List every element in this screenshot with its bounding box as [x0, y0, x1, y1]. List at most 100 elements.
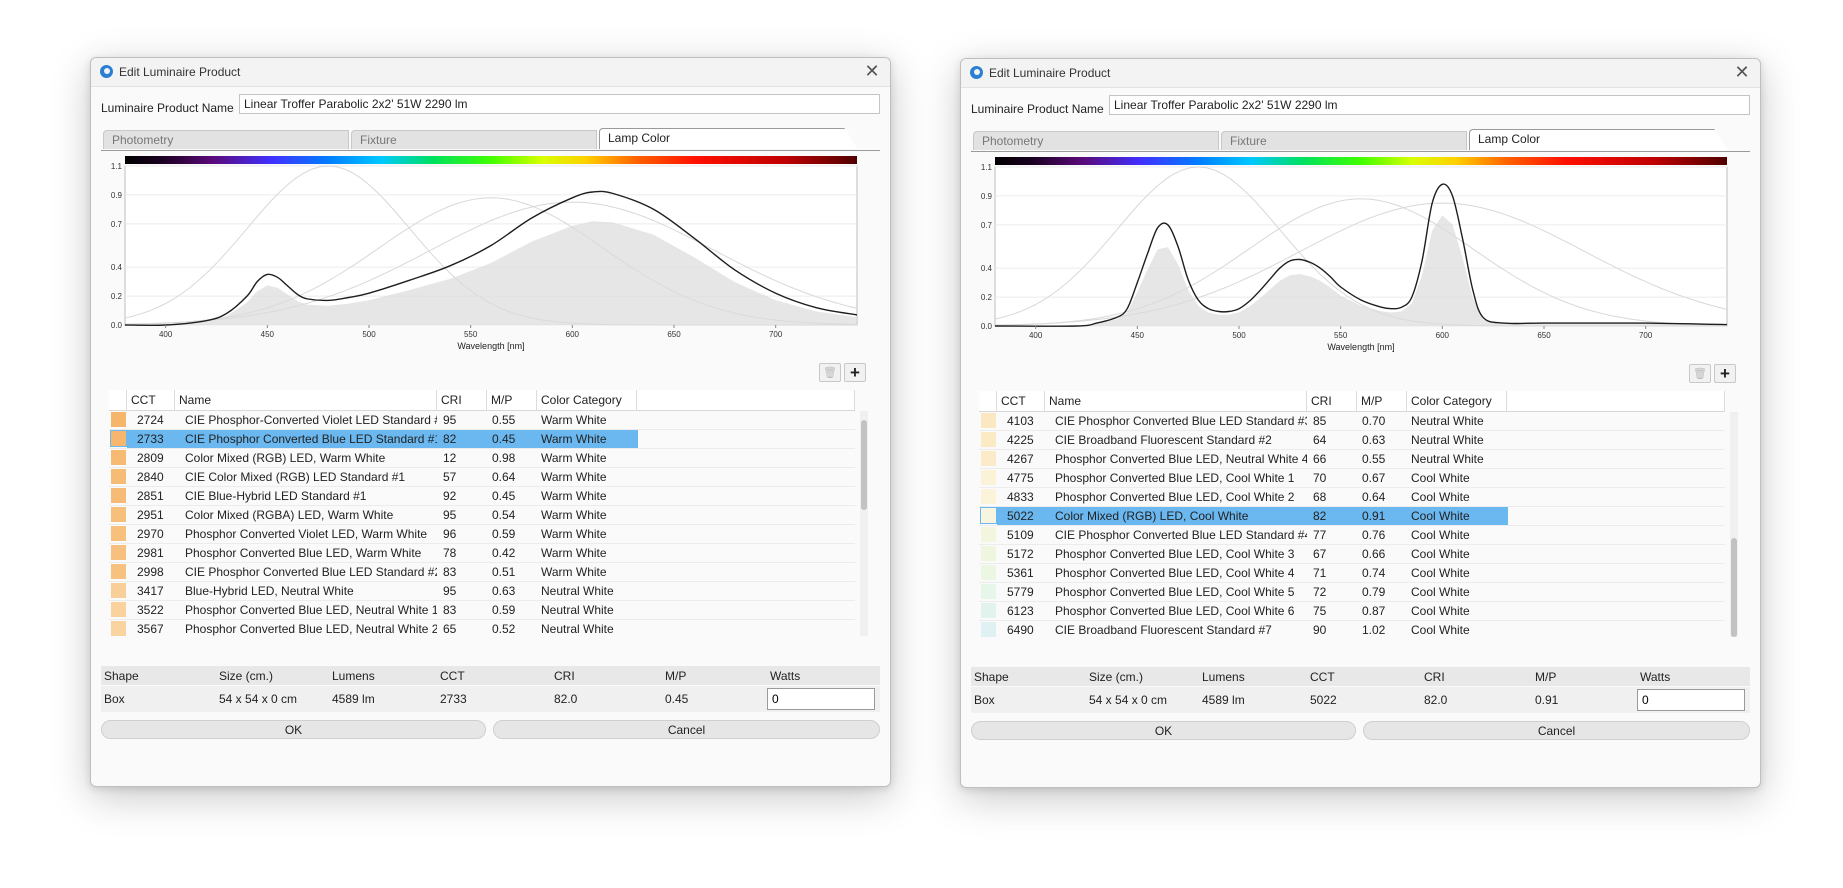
cell-category: Cool White [1411, 604, 1470, 618]
table-row[interactable]: 2733 CIE Phosphor Converted Blue LED Stan… [109, 430, 855, 449]
column-header-name[interactable]: Name [175, 390, 437, 410]
tab-lamp-color[interactable]: Lamp Color [599, 128, 858, 149]
table-row[interactable]: 5361 Phosphor Converted Blue LED, Cool Wh… [979, 564, 1725, 583]
table-row[interactable]: 5109 CIE Phosphor Converted Blue LED Stan… [979, 526, 1725, 545]
table-row[interactable]: 2981 Phosphor Converted Blue LED, Warm Wh… [109, 544, 855, 563]
close-icon[interactable]: ✕ [864, 61, 880, 81]
table-row[interactable]: 5022 Color Mixed (RGB) LED, Cool White 82 0… [979, 507, 1725, 526]
table-row[interactable]: 2970 Phosphor Converted Violet LED, Warm … [109, 525, 855, 544]
table-row[interactable]: 6123 Phosphor Converted Blue LED, Cool Wh… [979, 602, 1725, 621]
delete-button[interactable]: 🗑 [819, 363, 841, 382]
table-row[interactable]: 4833 Phosphor Converted Blue LED, Cool Wh… [979, 488, 1725, 507]
cell-cri: 85 [1313, 414, 1327, 428]
close-icon[interactable]: ✕ [1734, 62, 1750, 82]
cell-name: CIE Phosphor Converted Blue LED Standard… [185, 565, 437, 579]
summary-value-cct: 5022 [1310, 693, 1337, 707]
column-header-color-category[interactable]: Color Category [537, 390, 637, 410]
lamp-table: CCT Name CRI M/P Color Category 2724 CIE Phosp… [109, 390, 873, 636]
cell-cri: 65 [443, 622, 457, 636]
table-row[interactable]: 2851 CIE Blue-Hybrid LED Standard #1 92 0.4… [109, 487, 855, 506]
scrollbar-thumb[interactable] [1731, 538, 1737, 637]
x-tick-label: 700 [769, 330, 783, 339]
table-row[interactable]: 4775 Phosphor Converted Blue LED, Cool Wh… [979, 469, 1725, 488]
title-bar: Edit Luminaire Product ✕ [91, 58, 890, 87]
table-row[interactable]: 3522 Phosphor Converted Blue LED, Neutral… [109, 601, 855, 620]
cell-category: Cool White [1411, 566, 1470, 580]
summary-value-size-cm-: 54 x 54 x 0 cm [219, 692, 298, 706]
column-header-color-category[interactable]: Color Category [1407, 391, 1507, 411]
cell-mp: 0.63 [1362, 433, 1386, 447]
table-row[interactable]: 2809 Color Mixed (RGB) LED, Warm White 12 0… [109, 449, 855, 468]
cell-name: Phosphor Converted Blue LED, Cool White … [1055, 547, 1295, 561]
table-row[interactable]: 2951 Color Mixed (RGBA) LED, Warm White 95… [109, 506, 855, 525]
cell-category: Warm White [541, 565, 607, 579]
vertical-scrollbar[interactable] [860, 411, 868, 636]
cell-name: CIE Phosphor Converted Blue LED Standard… [185, 432, 437, 446]
cell-cri: 82 [443, 432, 457, 446]
cell-cct: 2733 [137, 432, 164, 446]
column-header-cct[interactable]: CCT [127, 390, 175, 410]
cancel-button[interactable]: Cancel [1363, 721, 1750, 740]
vertical-scrollbar[interactable] [1730, 412, 1738, 637]
watts-input[interactable] [1637, 689, 1745, 711]
edit-luminaire-dialog-left: Edit Luminaire Product ✕ Luminaire Product… [90, 57, 891, 787]
tab-photometry[interactable]: Photometry [103, 130, 349, 149]
product-name-input[interactable] [239, 94, 880, 114]
table-row[interactable]: 2724 CIE Phosphor-Converted Violet LED St… [109, 411, 855, 430]
tab-lamp-color[interactable]: Lamp Color [1469, 129, 1728, 150]
y-tick-label: 0.0 [111, 321, 123, 330]
spectrum-area [995, 215, 1727, 326]
x-axis-label: Wavelength [nm] [457, 341, 524, 351]
table-header: CCT Name CRI M/P Color Category [979, 391, 1725, 412]
cell-name: Blue-Hybrid LED, Neutral White [185, 584, 354, 598]
cell-mp: 0.54 [492, 508, 516, 522]
cell-cri: 90 [1313, 623, 1327, 637]
plot-area [994, 166, 1728, 327]
cell-category: Warm White [541, 413, 607, 427]
table-row[interactable]: 4267 Phosphor Converted Blue LED, Neutral… [979, 450, 1725, 469]
ok-button[interactable]: OK [971, 721, 1356, 740]
table-row[interactable]: 5172 Phosphor Converted Blue LED, Cool Wh… [979, 545, 1725, 564]
cell-name: Color Mixed (RGB) LED, Cool White [1055, 509, 1249, 523]
watts-input[interactable] [767, 688, 875, 710]
column-header-cri[interactable]: CRI [1307, 391, 1357, 411]
add-button[interactable]: + [1714, 364, 1736, 383]
table-row[interactable]: 2998 CIE Phosphor Converted Blue LED Stan… [109, 563, 855, 582]
cell-category: Cool White [1411, 585, 1470, 599]
table-row[interactable]: 4103 CIE Phosphor Converted Blue LED Stan… [979, 412, 1725, 431]
ok-button[interactable]: OK [101, 720, 486, 739]
table-body: 2724 CIE Phosphor-Converted Violet LED St… [109, 411, 855, 636]
table-row[interactable]: 5779 Phosphor Converted Blue LED, Cool Wh… [979, 583, 1725, 602]
column-header-m-p[interactable]: M/P [487, 390, 537, 410]
column-header-name[interactable]: Name [1045, 391, 1307, 411]
delete-button[interactable]: 🗑 [1689, 364, 1711, 383]
tab-fixture[interactable]: Fixture [351, 130, 597, 149]
lamp-table: CCT Name CRI M/P Color Category 4103 CIE Phosp… [979, 391, 1743, 637]
table-row[interactable]: 2840 CIE Color Mixed (RGB) LED Standard #… [109, 468, 855, 487]
table-row[interactable]: 3417 Blue-Hybrid LED, Neutral White 95 0.63… [109, 582, 855, 601]
table-row[interactable]: 6490 CIE Broadband Fluorescent Standard #… [979, 621, 1725, 637]
cell-category: Warm White [541, 432, 607, 446]
x-tick-label: 400 [1029, 331, 1043, 340]
table-row[interactable]: 3567 Phosphor Converted Blue LED, Neutral… [109, 620, 855, 636]
cell-name: Color Mixed (RGBA) LED, Warm White [185, 508, 394, 522]
x-tick-label: 450 [261, 330, 275, 339]
cell-category: Cool White [1411, 547, 1470, 561]
cell-cri: 77 [1313, 528, 1327, 542]
tab-photometry[interactable]: Photometry [973, 131, 1219, 150]
product-name-input[interactable] [1109, 95, 1750, 115]
cell-cri: 96 [443, 527, 457, 541]
table-row[interactable]: 4225 CIE Broadband Fluorescent Standard #… [979, 431, 1725, 450]
column-header-m-p[interactable]: M/P [1357, 391, 1407, 411]
cancel-button[interactable]: Cancel [493, 720, 880, 739]
add-button[interactable]: + [844, 363, 866, 382]
tab-fixture[interactable]: Fixture [1221, 131, 1467, 150]
scrollbar-thumb[interactable] [861, 420, 867, 510]
summary-value-m-p: 0.91 [1535, 693, 1559, 707]
summary-header-m-p: M/P [665, 669, 687, 683]
cell-cri: 95 [443, 413, 457, 427]
color-swatch [981, 527, 996, 542]
cell-cri: 67 [1313, 547, 1327, 561]
column-header-cri[interactable]: CRI [437, 390, 487, 410]
column-header-cct[interactable]: CCT [997, 391, 1045, 411]
